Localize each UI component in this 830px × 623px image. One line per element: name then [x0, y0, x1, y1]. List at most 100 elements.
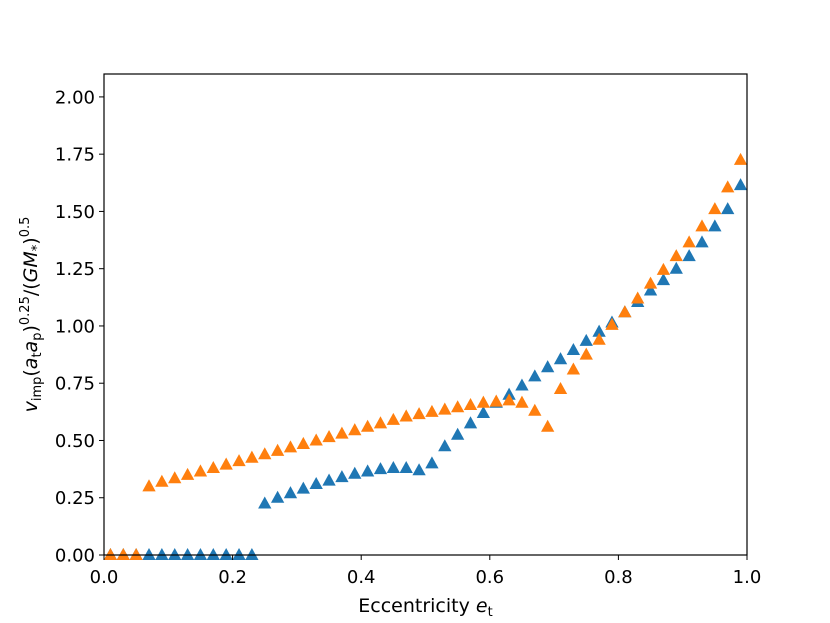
data-point — [733, 178, 748, 191]
y-tick-label: 2.00 — [55, 87, 95, 108]
data-point — [206, 548, 220, 561]
y-tick-label: 0.25 — [55, 488, 95, 509]
data-point — [103, 548, 118, 561]
y-axis-label: vimp(atap)0.25/(GM*)0.5 — [18, 217, 45, 413]
data-point — [502, 393, 516, 406]
data-point — [348, 466, 362, 479]
y-axis-ticks: 0.00 0.25 0.50 0.75 1.00 1.25 1.50 1.75 2.00 — [55, 87, 104, 567]
data-point — [348, 423, 362, 436]
data-point — [309, 433, 323, 446]
data-point — [335, 426, 349, 439]
data-point — [451, 400, 465, 413]
data-point — [476, 395, 491, 408]
x-tick-label: 0.6 — [475, 567, 504, 588]
data-point — [245, 548, 259, 561]
y-tick-label: 1.25 — [55, 259, 95, 280]
data-point — [142, 479, 156, 492]
x-axis-label: Eccentricity et — [358, 595, 492, 620]
data-point — [669, 249, 683, 262]
data-point — [566, 343, 581, 356]
series-0 — [103, 178, 748, 561]
data-point — [180, 467, 195, 480]
data-point — [168, 548, 182, 561]
y-tick-label: 1.00 — [55, 316, 95, 337]
data-point — [258, 447, 272, 460]
data-point — [270, 443, 285, 456]
data-point — [451, 427, 465, 440]
data-point — [592, 332, 606, 345]
data-point — [168, 471, 182, 484]
data-point — [296, 481, 310, 494]
data-point — [219, 457, 233, 470]
data-point — [656, 273, 671, 286]
data-point — [579, 347, 593, 360]
data-point — [335, 470, 349, 483]
data-point — [656, 262, 671, 275]
series-1 — [103, 152, 748, 561]
data-point — [232, 548, 246, 561]
data-point — [206, 460, 220, 474]
x-axis-ticks: 0.0 0.2 0.4 0.6 0.8 1.0 — [90, 555, 762, 588]
data-point — [463, 416, 478, 429]
data-point — [695, 235, 709, 248]
data-point — [129, 548, 143, 561]
data-point — [412, 463, 426, 476]
data-point — [142, 548, 156, 561]
data-point — [283, 440, 298, 453]
data-point — [476, 405, 491, 419]
data-point — [592, 324, 606, 337]
data-point — [682, 249, 696, 262]
data-point — [322, 473, 336, 486]
x-tick-label: 0.4 — [347, 567, 376, 588]
data-point — [528, 403, 542, 416]
plot-background — [104, 74, 747, 555]
data-point — [296, 436, 310, 449]
plot-frame — [103, 73, 748, 556]
data-point — [155, 548, 169, 561]
data-point — [245, 450, 259, 463]
data-point — [721, 180, 735, 193]
data-point — [360, 419, 375, 432]
y-tick-label: 0.75 — [55, 374, 95, 395]
data-point — [682, 235, 696, 248]
data-point — [541, 360, 555, 373]
x-tick-label: 1.0 — [733, 567, 762, 588]
data-point — [721, 202, 735, 215]
data-point — [193, 548, 208, 561]
data-point — [643, 283, 658, 296]
x-tick-label: 0.8 — [604, 567, 633, 588]
x-tick-label: 0.2 — [218, 567, 247, 588]
data-point — [425, 456, 439, 469]
data-point — [438, 402, 452, 415]
data-point — [399, 409, 413, 422]
data-point — [695, 219, 709, 232]
data-point — [528, 369, 542, 382]
data-point — [270, 490, 285, 503]
data-point — [438, 439, 452, 452]
y-tick-label: 1.75 — [55, 145, 95, 166]
data-point — [155, 474, 169, 487]
data-point — [412, 407, 426, 420]
data-point — [708, 202, 722, 215]
data-point — [553, 381, 568, 394]
y-tick-label: 0.00 — [55, 546, 95, 567]
x-tick-label: 0.0 — [90, 567, 119, 588]
data-point — [489, 394, 503, 407]
data-point — [219, 548, 233, 561]
data-point — [553, 352, 568, 365]
data-point — [373, 462, 388, 475]
data-marks — [103, 152, 748, 561]
data-point — [258, 496, 272, 509]
data-point — [618, 305, 632, 318]
data-point — [193, 464, 208, 477]
data-point — [399, 460, 413, 474]
data-point — [425, 404, 439, 417]
y-tick-label: 0.50 — [55, 431, 95, 452]
data-point — [631, 291, 645, 304]
data-point — [605, 317, 619, 330]
data-point — [283, 486, 298, 499]
data-point — [669, 261, 683, 274]
data-point — [541, 419, 555, 432]
data-point — [373, 416, 388, 429]
